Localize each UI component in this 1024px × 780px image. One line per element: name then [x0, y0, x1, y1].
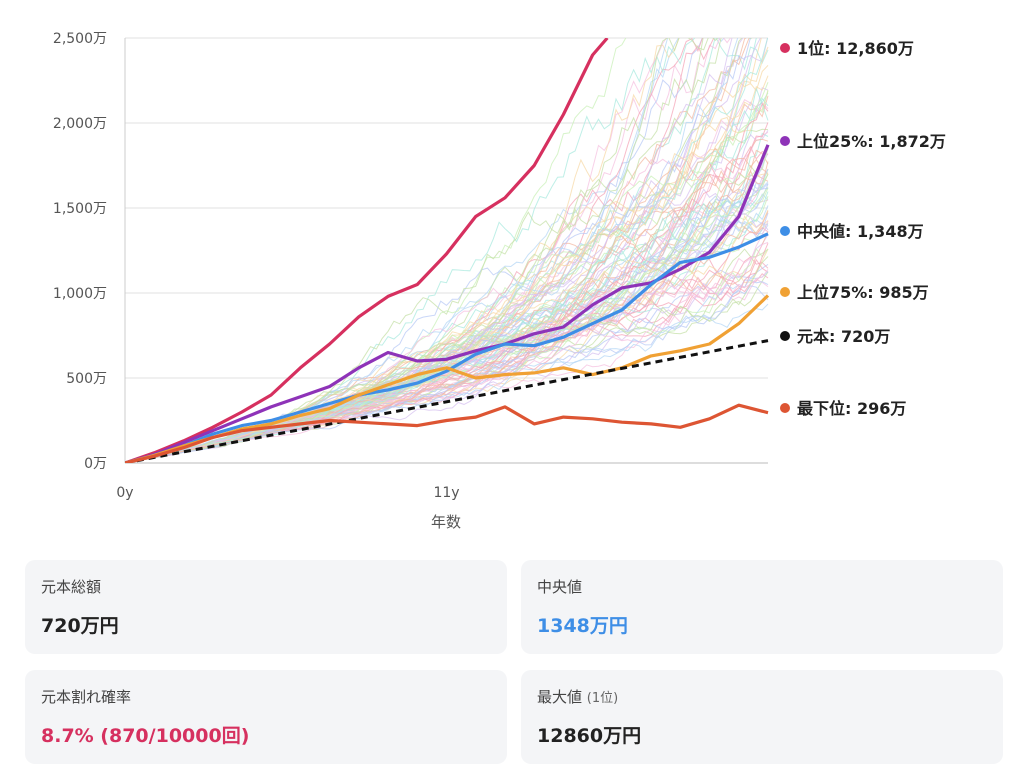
- principal-total-label: 元本総額: [41, 578, 102, 596]
- x-axis-ticks: 0y 11y: [116, 485, 459, 501]
- highlight-series: [125, 38, 770, 463]
- background-path: [125, 38, 739, 463]
- background-path: [125, 153, 769, 463]
- simulation-chart: 0万 500万 1,000万 1,500万 2,000万 2,500万 0y 11y 1位:…: [53, 31, 946, 531]
- median-value: 1348万円: [537, 615, 628, 637]
- series-line: [125, 403, 769, 463]
- background-path: [125, 181, 769, 463]
- max-value-label-sub: (1位): [586, 691, 619, 706]
- series-line: [125, 232, 769, 463]
- series-line: [125, 339, 769, 463]
- background-path: [125, 65, 769, 463]
- loss-probability-value: 8.7% (870/10000回): [41, 725, 250, 747]
- background-path: [125, 86, 769, 463]
- legend-marker: [780, 287, 790, 297]
- principal-total-card: 元本総額 720万円: [25, 560, 507, 654]
- background-path: [125, 38, 703, 463]
- background-path: [125, 173, 769, 463]
- legend-marker: [780, 331, 790, 341]
- principal-total-value: 720万円: [41, 615, 119, 637]
- y-tick-label: 500万: [66, 371, 107, 387]
- y-tick-label: 2,500万: [53, 31, 107, 47]
- median-label: 中央値: [537, 578, 583, 596]
- background-path: [125, 90, 769, 463]
- background-path: [125, 92, 769, 463]
- y-tick-label: 0万: [84, 456, 107, 472]
- legend-marker: [780, 226, 790, 236]
- legend-label: 中央値: 1,348万: [797, 222, 924, 241]
- y-tick-label: 2,000万: [53, 116, 107, 132]
- y-tick-label: 1,500万: [53, 201, 107, 217]
- background-path: [125, 87, 769, 463]
- max-value-value: 12860万円: [537, 725, 642, 747]
- x-tick-label: 0y: [116, 485, 133, 501]
- x-axis-label: 年数: [431, 513, 461, 531]
- max-value-label: 最大値 (1位): [537, 688, 619, 706]
- legend-marker: [780, 403, 790, 413]
- background-paths: [125, 38, 769, 463]
- loss-probability-label: 元本割れ確率: [41, 688, 132, 706]
- background-path: [125, 90, 769, 463]
- background-path: [125, 169, 769, 463]
- y-tick-label: 1,000万: [53, 286, 107, 302]
- loss-probability-card: 元本割れ確率 8.7% (870/10000回): [25, 670, 507, 764]
- legend-marker: [780, 43, 790, 53]
- legend-label: 上位75%: 985万: [797, 283, 929, 302]
- grid-lines: [124, 37, 768, 464]
- median-card: 中央値 1348万円: [521, 560, 1003, 654]
- x-tick-label: 11y: [433, 485, 459, 501]
- legend-marker: [780, 136, 790, 146]
- y-axis-ticks: 0万 500万 1,000万 1,500万 2,000万 2,500万: [53, 31, 107, 472]
- background-path: [125, 130, 769, 463]
- max-value-card: 最大値 (1位) 12860万円: [521, 670, 1003, 764]
- legend-label: 最下位: 296万: [797, 399, 906, 418]
- legend-label: 1位: 12,860万: [797, 39, 914, 58]
- legend-label: 元本: 720万: [797, 327, 890, 346]
- legend-label: 上位25%: 1,872万: [797, 132, 946, 151]
- background-path: [125, 131, 769, 463]
- series-line: [125, 38, 609, 463]
